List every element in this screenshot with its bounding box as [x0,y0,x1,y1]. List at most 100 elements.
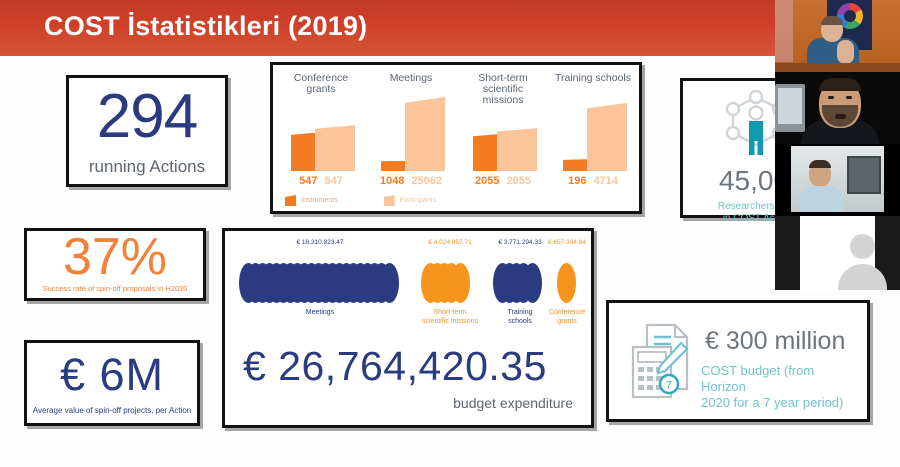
bar-participants [587,102,627,171]
bar-area [559,97,627,171]
bar-chart-legend: Instruments Participants [285,195,436,206]
ellipse-caption: Short-term scientific missions [422,309,478,326]
average-value-label: Average value of spin-off projects, per … [32,406,192,415]
avatar-body-icon [838,264,887,290]
stat-card-cost-budget: 7 € 300 million COST budget (from Horizo… [606,300,870,422]
running-actions-label: running Actions [88,157,206,176]
legend-swatch-icon [383,195,395,206]
legend-entry-participants: Participants [383,195,437,206]
ellipse-group-conference-grants: € 657.334.84 Conference grants [548,239,586,325]
ellipse-marker [557,263,576,303]
ellipse-caption-line1: Conference [548,309,586,316]
participant-tile-3[interactable] [775,144,900,216]
bar-group-meetings: Meetings 1048 25062 [369,73,453,209]
stat-card-success-rate: 37% Success rate of spin-off proposals i… [24,228,206,301]
bar-category-label: Meetings [389,72,433,84]
ellipse-marker [451,263,470,303]
bar-group-stsm: Short-term scientific missions 2055 2055 [461,73,545,209]
running-actions-value: 294 [96,82,198,151]
tile-poster-logo-center [844,10,856,22]
bar-group-training-schools: Training schools 196 4714 [551,73,635,209]
bar-value-instruments: 1048 [379,175,405,187]
bar-value-instruments: 547 [299,175,318,187]
bar-category-label: Training schools [554,72,632,84]
researchers-label: Researchers inv in COST Actio [687,201,821,225]
participant-mouth [835,114,846,119]
cost-budget-label: COST budget (from Horizon 2020 for a 7 y… [701,363,859,411]
ellipse-amount-label: € 657.334.84 [548,239,586,246]
bar-value-row: 196 4714 [551,175,635,187]
bar-instruments [381,160,407,171]
ellipse-caption-line1: Short-term [433,309,467,316]
participant-hair [821,16,843,25]
ellipse-caption: Meetings [305,309,335,316]
tile-desk [775,63,900,72]
bar-value-row: 547 547 [279,175,363,187]
bar-area [287,97,355,171]
bar-value-row: 1048 25062 [369,175,453,187]
bar-value-participants: 547 [324,175,343,187]
ellipse-markers [555,263,579,303]
bar-value-participants: 2055 [506,175,531,187]
bar-value-instruments: 196 [568,175,587,187]
ellipse-markers [421,263,479,303]
ellipse-caption-line2: grants [557,317,577,325]
bar-value-row: 2055 2055 [461,175,545,187]
participant-arm [837,40,854,64]
bar-participants [405,97,445,171]
cost-budget-amount: € 300 million [705,327,846,355]
ellipse-marker [380,263,399,303]
bar-group-conference-grants: Conference grants 547 547 [279,73,363,209]
bar-category-label: Short-term scientific missions [478,72,528,106]
ellipse-marker [523,263,542,303]
tile-monitor-screen [778,88,802,124]
avatar-head-icon [850,234,875,259]
ellipse-group-stsm: € 4.024.957.71 Short-term scientific mis… [421,239,479,325]
participant-hair [809,160,831,168]
bar-participants [315,125,355,171]
participant-torso [799,186,843,212]
ellipse-caption: Conference grants [549,309,585,326]
ellipse-amount-label: € 18.310.823.47 [296,239,344,246]
video-participant-strip [775,0,900,290]
budget-total-amount: € 26,764,420.35 [243,343,547,389]
bar-instruments [473,134,499,171]
bar-instruments [291,132,317,171]
researchers-label-line1: Researchers inv [717,201,791,212]
participant-eye-right [846,96,852,99]
ellipse-markers [493,263,547,303]
ellipse-caption: Training schools [507,309,532,326]
legend-label: Instruments [301,197,338,204]
bar-chart-panel: Conference grants 547 547 Meetings 1048 25… [270,62,642,214]
slide-title-bar: COST İstatistikleri (2019) [0,0,900,56]
svg-text:7: 7 [666,380,672,391]
bar-area [469,97,537,171]
participant-tile-1[interactable] [775,0,900,72]
ellipse-caption-line2: scientific missions [421,317,479,325]
bar-value-participants: 25062 [411,175,443,187]
bar-instruments [563,159,589,171]
participant-eye-left [828,96,834,99]
success-rate-label: Success rate of spin-off proposals in H2… [42,284,188,293]
participant-tile-2[interactable] [775,72,900,144]
average-value-amount: € 6M [59,349,165,400]
ellipse-caption-line1: Training [507,309,533,316]
tile-wall-panel [775,0,793,62]
researchers-label-line2: in COST Actio [722,213,786,224]
participant-tile-4[interactable] [775,216,900,290]
page-title: COST İstatistikleri (2019) [44,11,368,41]
tile-monitor [847,156,881,194]
legend-label: Participants [399,197,437,204]
ellipse-caption-line2: schools [508,317,532,325]
participant-hair [819,78,861,91]
participant-head [809,162,831,187]
ellipse-group-meetings: € 18.310.823.47 [239,239,401,316]
ellipse-markers [239,263,401,303]
cost-budget-label-line1: COST budget (from Horizon [701,363,815,394]
stat-card-average-value: € 6M Average value of spin-off projects,… [24,340,200,426]
ellipse-amount-label: € 4.024.957.71 [428,239,472,246]
budget-total-caption: budget expenditure [453,395,573,411]
bar-category-label: Conference grants [293,72,349,95]
budget-expenditure-panel: € 18.310.823.47 [222,228,594,428]
